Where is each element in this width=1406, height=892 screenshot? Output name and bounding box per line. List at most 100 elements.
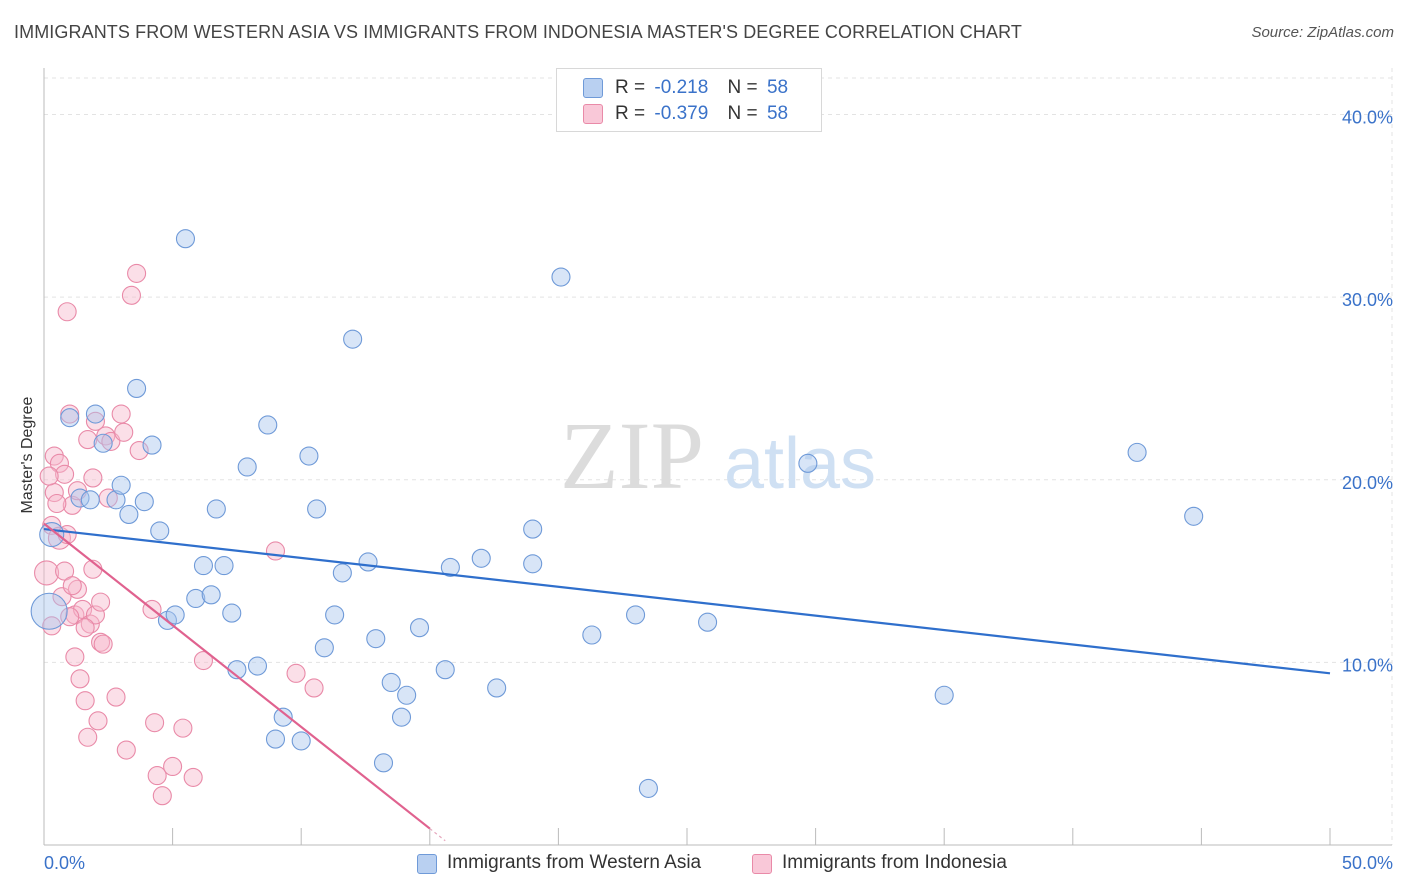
data-point xyxy=(201,585,221,605)
data-point xyxy=(62,576,82,596)
data-point xyxy=(325,605,345,625)
data-point xyxy=(551,267,571,287)
data-point xyxy=(142,435,162,455)
data-point xyxy=(934,685,954,705)
series-legend: Immigrants from Western Asia Immigrants … xyxy=(0,850,1406,880)
legend-swatch-blue xyxy=(583,78,603,98)
data-point xyxy=(582,625,602,645)
data-point xyxy=(85,411,105,431)
data-point xyxy=(85,404,105,424)
correlation-legend: R = -0.218 N = 58 R = -0.379 N = 58 xyxy=(556,68,822,132)
data-point xyxy=(471,548,491,568)
data-point xyxy=(435,660,455,680)
y-tick-label: 20.0% xyxy=(1342,473,1393,493)
data-point xyxy=(397,685,417,705)
data-point xyxy=(127,378,147,399)
data-point xyxy=(60,408,80,428)
data-point xyxy=(373,753,394,773)
data-point xyxy=(55,464,75,484)
data-point xyxy=(186,588,206,609)
data-point xyxy=(42,616,62,636)
data-point xyxy=(314,638,334,658)
axes xyxy=(43,68,1392,846)
legend-n-value: 58 xyxy=(766,77,789,98)
data-point xyxy=(523,554,543,574)
legend-swatch-pink xyxy=(583,104,603,124)
data-point xyxy=(47,493,67,514)
data-point xyxy=(111,404,131,424)
data-point xyxy=(30,592,68,630)
data-point xyxy=(121,285,141,305)
data-point xyxy=(67,579,87,599)
data-point xyxy=(65,647,85,667)
watermark-zip: ZIP xyxy=(560,402,704,509)
data-point xyxy=(214,556,234,576)
data-point xyxy=(93,634,113,654)
grid-lines xyxy=(44,68,1393,845)
data-point xyxy=(798,453,818,473)
data-point xyxy=(286,663,306,683)
data-point xyxy=(83,468,103,488)
y-tick-label: 40.0% xyxy=(1342,108,1393,128)
data-point xyxy=(111,475,131,495)
data-point xyxy=(163,756,183,777)
data-point xyxy=(106,687,126,707)
legend-r-label: R = xyxy=(615,103,646,124)
data-point xyxy=(638,778,658,798)
data-point xyxy=(134,492,154,512)
data-point xyxy=(366,629,386,649)
data-point xyxy=(523,519,543,539)
data-point xyxy=(75,691,95,711)
data-point xyxy=(85,605,105,625)
data-point xyxy=(165,605,185,625)
series-western-asia-points xyxy=(30,229,1204,798)
data-point xyxy=(258,415,278,435)
data-point xyxy=(291,731,311,751)
data-point xyxy=(626,605,646,625)
data-point xyxy=(265,541,286,561)
y-tick-label: 10.0% xyxy=(1342,655,1393,675)
data-point xyxy=(116,740,136,760)
legend-n-label: N = xyxy=(727,77,758,98)
data-point xyxy=(273,707,293,727)
data-point xyxy=(358,552,378,572)
data-point xyxy=(34,560,60,586)
tick-labels: 10.0% 20.0% 30.0% 40.0% 0.0% 50.0% xyxy=(44,108,1393,873)
data-point xyxy=(299,446,319,466)
data-point xyxy=(119,504,139,525)
data-point xyxy=(39,466,59,486)
x-tick-label: 0.0% xyxy=(44,853,85,873)
data-point xyxy=(39,521,65,548)
data-point xyxy=(409,618,430,638)
data-point xyxy=(222,603,242,623)
data-point xyxy=(127,263,147,283)
data-point xyxy=(49,453,69,473)
legend-n-label: N = xyxy=(727,103,758,124)
legend-swatch-blue xyxy=(417,854,437,874)
data-point xyxy=(440,557,460,577)
data-point xyxy=(101,431,121,451)
data-point xyxy=(96,426,116,446)
legend-swatch-pink xyxy=(752,854,772,874)
data-point xyxy=(106,490,126,510)
source-label: Source: ZipAtlas.com xyxy=(1251,24,1394,41)
trend-line xyxy=(43,527,1331,675)
legend-r-label: R = xyxy=(615,77,646,98)
series-indonesia-points xyxy=(34,263,324,806)
data-point xyxy=(145,713,165,733)
data-point xyxy=(80,614,100,634)
data-point xyxy=(206,499,226,519)
data-point xyxy=(93,433,113,453)
data-point xyxy=(147,766,167,786)
data-point xyxy=(698,612,718,632)
data-point xyxy=(80,490,100,510)
x-tick-label: 50.0% xyxy=(1342,853,1393,873)
data-point xyxy=(78,430,98,450)
data-point xyxy=(487,678,507,698)
data-point xyxy=(265,729,286,749)
data-point xyxy=(307,499,327,519)
chart-title: IMMIGRANTS FROM WESTERN ASIA VS IMMIGRAN… xyxy=(14,22,1022,42)
data-point xyxy=(57,302,77,322)
data-point xyxy=(1127,442,1147,462)
